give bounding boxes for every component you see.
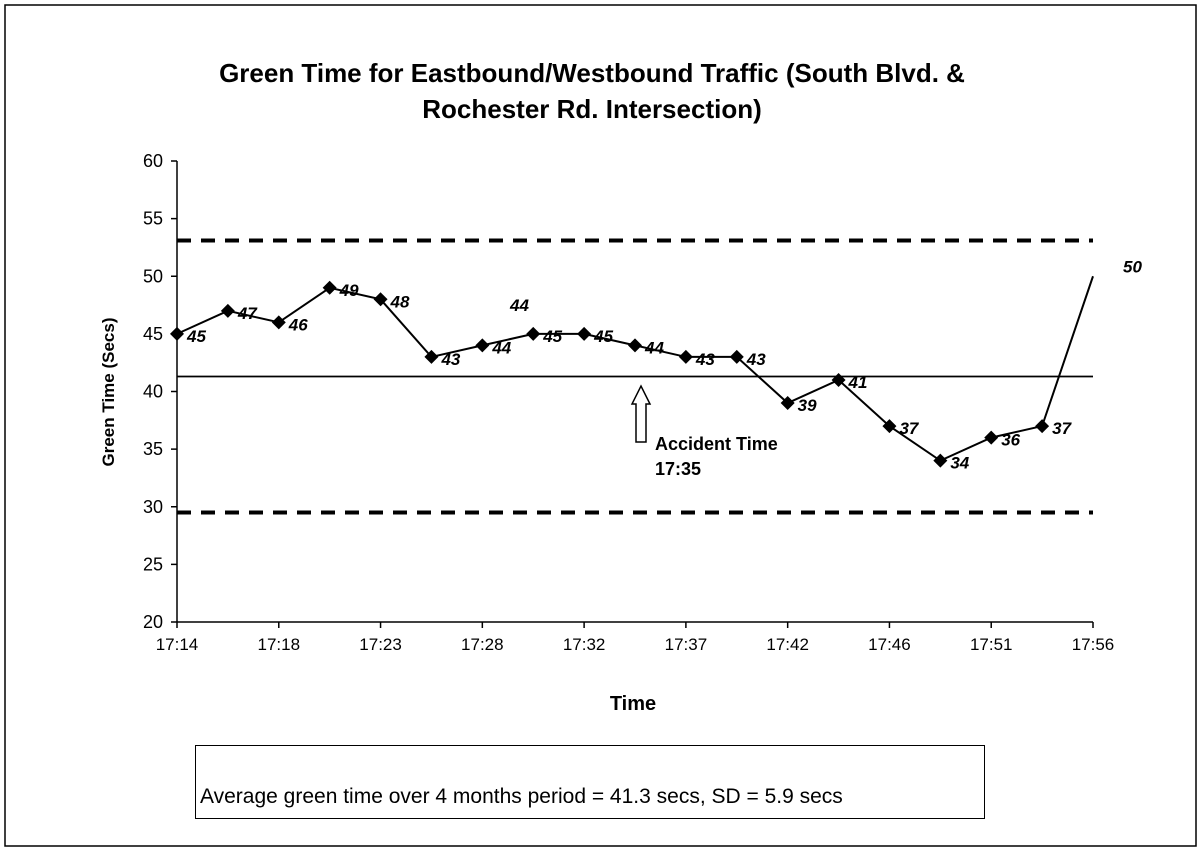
y-tick-label: 30 (143, 497, 163, 517)
y-tick-label: 20 (143, 612, 163, 632)
data-point (475, 338, 490, 353)
data-label: 34 (950, 454, 969, 473)
data-label: 39 (798, 396, 817, 415)
data-point (628, 338, 642, 353)
data-label: 48 (390, 292, 410, 311)
data-point (933, 453, 948, 468)
y-tick-label: 35 (143, 439, 163, 459)
y-tick-label: 40 (143, 382, 163, 402)
data-label: 45 (593, 327, 613, 346)
data-point (780, 396, 795, 411)
data-point (577, 326, 592, 341)
note-box: Average green time over 4 months period … (195, 745, 985, 819)
data-label: 47 (237, 304, 258, 323)
annotation: Accident Time (655, 434, 778, 454)
data-point (882, 419, 897, 434)
data-point (984, 430, 999, 445)
y-tick-label: 25 (143, 554, 163, 574)
data-point (526, 326, 541, 341)
annotation: 17:35 (655, 459, 701, 479)
data-line (176, 275, 1094, 462)
x-tick-label: 17:51 (970, 635, 1013, 654)
chart-title: Rochester Rd. Intersection) (422, 94, 762, 124)
y-tick-label: 60 (143, 151, 163, 171)
x-tick-label: 17:42 (766, 635, 809, 654)
y-axis-label: Green Time (Secs) (99, 318, 118, 467)
x-tick-label: 17:46 (868, 635, 911, 654)
y-tick-label: 50 (143, 266, 163, 286)
data-label: 44 (491, 338, 511, 357)
frame (4, 4, 1197, 847)
x-tick-label: 17:56 (1072, 635, 1115, 654)
data-point (678, 349, 693, 364)
x-tick-label: 17:37 (665, 635, 708, 654)
data-point (424, 349, 439, 364)
data-point (322, 280, 337, 295)
data-point (220, 303, 235, 318)
x-tick-label: 17:14 (156, 635, 199, 654)
data-point (373, 292, 388, 307)
data-label: 43 (746, 350, 766, 369)
accident-arrow (630, 384, 652, 443)
data-label: 37 (1052, 419, 1072, 438)
data-label: 45 (542, 327, 562, 346)
x-tick-label: 17:23 (359, 635, 402, 654)
x-axis-label: Time (610, 693, 656, 715)
data-label: 36 (1001, 431, 1020, 450)
data-label: 46 (288, 315, 308, 334)
y-tick-label: 55 (143, 209, 163, 229)
data-label: 43 (440, 350, 460, 369)
data-point (831, 372, 846, 387)
data-label: 49 (339, 281, 359, 300)
data-label: 41 (848, 373, 868, 392)
data-label: 44 (644, 338, 664, 357)
data-point (271, 315, 286, 330)
x-tick-label: 17:28 (461, 635, 504, 654)
data-label: 45 (186, 327, 206, 346)
data-point (729, 349, 744, 364)
data-label: 43 (695, 350, 715, 369)
data-point (1035, 419, 1050, 434)
y-tick-label: 45 (143, 324, 163, 344)
annotation: 44 (509, 296, 529, 315)
data-label: 37 (899, 419, 919, 438)
x-tick-label: 17:18 (258, 635, 301, 654)
data-point (170, 326, 184, 341)
x-tick-label: 17:32 (563, 635, 606, 654)
data-label: 50 (1123, 257, 1142, 276)
chart-title: Green Time for Eastbound/Westbound Traff… (219, 58, 965, 88)
